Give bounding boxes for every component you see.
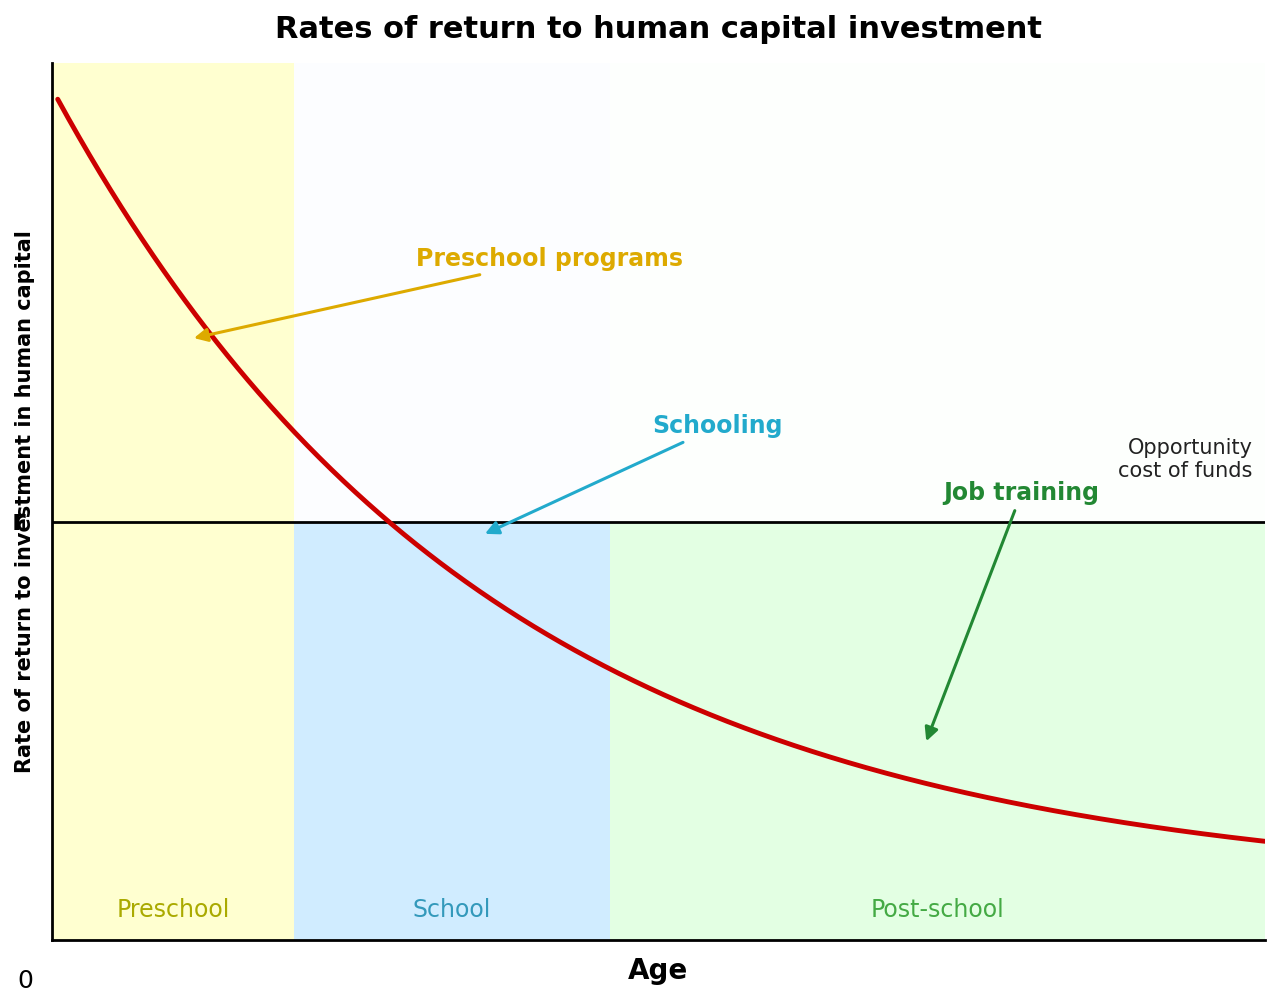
Text: School: School (413, 897, 492, 922)
Title: Rates of return to human capital investment: Rates of return to human capital investm… (275, 15, 1042, 44)
Text: Job training: Job training (927, 481, 1100, 738)
Bar (51, 63, 294, 941)
Bar (609, 63, 1265, 523)
Bar (294, 63, 609, 523)
Text: Preschool: Preschool (116, 897, 229, 922)
Y-axis label: Rate of return to investment in human capital: Rate of return to investment in human ca… (15, 230, 35, 773)
Text: 0: 0 (17, 970, 33, 994)
Text: r: r (12, 509, 26, 537)
Text: Preschool programs: Preschool programs (197, 247, 682, 341)
Bar (609, 63, 1265, 941)
Bar (294, 63, 609, 941)
Text: Opportunity
cost of funds: Opportunity cost of funds (1119, 437, 1253, 480)
Text: Post-school: Post-school (870, 897, 1005, 922)
Text: Schooling: Schooling (488, 414, 783, 533)
X-axis label: Age: Age (628, 957, 689, 985)
